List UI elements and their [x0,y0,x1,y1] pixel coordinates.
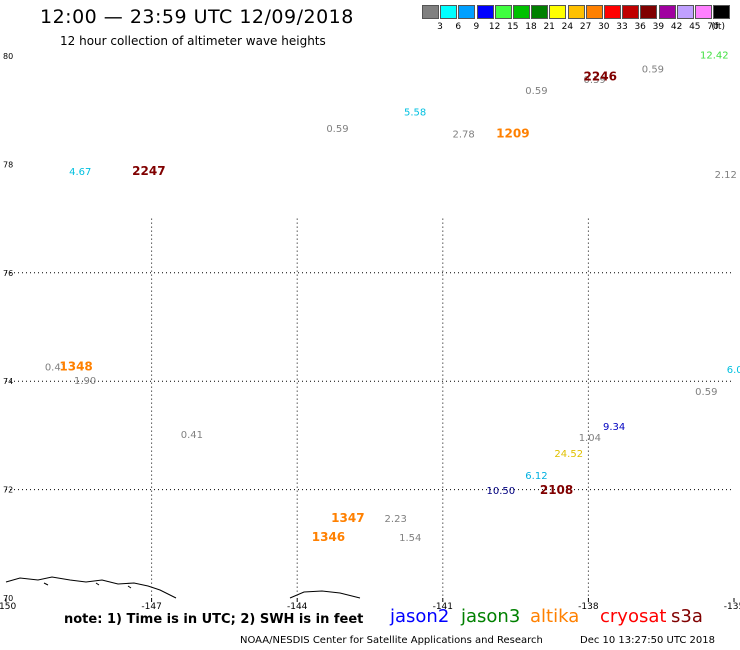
footer-note: note: 1) Time is in UTC; 2) SWH is in fe… [64,612,364,627]
scale-label: 42 [670,22,683,32]
scale-swatch [440,5,458,19]
y-tick-label: 76 [3,269,13,278]
scale-swatch [422,5,439,19]
y-tick-label: 70 [3,594,13,603]
scale-label: 70 [707,22,719,32]
wave-height-label: 1.90 [74,376,96,387]
wave-height-label: 0.59 [326,124,348,135]
y-tick-label: 78 [3,160,13,169]
satellite-jason2: jason2 [390,606,450,627]
scale-label: 39 [652,22,665,32]
scale-label: 9 [473,22,480,32]
pass-time-label: 1348 [59,359,92,373]
credit-line: NOAA/NESDIS Center for Satellite Applica… [240,635,543,646]
scale-swatch [658,5,676,19]
wave-height-label: 10.50 [486,486,515,497]
scale-label: 30 [598,22,610,32]
scale-label: 36 [634,22,646,32]
wave-height-label: 24.52 [554,449,583,460]
satellite-jason3: jason3 [461,606,521,627]
satellite-altika: altika [530,606,580,627]
wave-height-label: 5.58 [404,108,426,119]
scale-swatch [695,5,712,19]
wave-height-label: 0.59 [584,75,606,86]
scale-label: 27 [579,22,592,32]
y-tick-label: 74 [3,377,13,386]
page-title: 12:00 — 23:59 UTC 12/09/2018 [40,6,354,28]
scale-swatch [640,5,658,19]
wave-height-label: 0.59 [642,64,664,75]
wave-height-label: 4.67 [69,167,91,178]
wave-height-label: 2.12 [715,170,737,181]
scale-label: 6 [455,22,462,32]
pass-time-label: 1347 [331,511,364,525]
scale-label: 21 [543,22,555,32]
wave-height-label: 9.34 [603,422,625,433]
satellite-cryosat: cryosat [600,606,667,627]
wave-height-label: 12.42 [700,51,729,62]
scale-swatch [622,5,640,19]
wave-height-label: 6.12 [525,471,547,482]
wave-height-label: 2.23 [385,514,407,525]
wave-height-label: 2.78 [453,129,475,140]
scale-swatch [713,5,731,19]
scale-swatch [604,5,621,19]
wave-height-label: 0.59 [695,387,717,398]
scale-swatch [585,5,603,19]
x-tick-label: -147 [141,602,161,612]
coastline-islands [43,582,132,589]
x-tick-label: -138 [578,602,599,612]
satellite-s3a: s3a [671,606,703,627]
x-tick-label: -135 [724,602,740,612]
wave-height-label: 6.0 [727,365,740,376]
scale-swatch [494,5,512,19]
y-tick-label: 80 [3,52,13,61]
generation-timestamp: Dec 10 13:27:50 UTC 2018 [580,635,715,646]
coastline [5,576,177,599]
scale-label: 33 [616,22,628,32]
scale-label: 24 [561,22,574,32]
wave-height-label: 0.41 [45,362,67,373]
x-tick-label: -141 [433,602,453,612]
pass-time-label: 2247 [132,164,165,178]
scale-swatch [567,5,585,19]
page-subtitle: 12 hour collection of altimeter wave hei… [60,34,326,48]
coastline [289,590,361,599]
scale-swatch [476,5,494,19]
pass-time-label: 2246 [584,69,617,83]
wave-height-label: 1.54 [399,533,421,544]
wave-height-label: 0.59 [525,86,547,97]
scale-swatch [513,5,530,19]
wave-height-label: 1.04 [579,433,601,444]
scale-label: 45 [689,22,701,32]
scale-swatch [549,5,567,19]
scale-swatch [531,5,549,19]
pass-time-label: 1346 [312,530,345,544]
x-tick-label: -144 [287,602,308,612]
scale-label: 18 [525,22,537,32]
x-tick-label: -150 [0,602,16,612]
pass-time-label: 2108 [540,483,573,497]
scale-swatch [458,5,476,19]
pass-time-label: 1209 [496,126,529,140]
scale-label: 12 [488,22,501,32]
scale-label: 3 [437,22,443,32]
y-tick-label: 72 [3,486,13,495]
scale-swatch [676,5,694,19]
scale-unit: (ft) [711,22,725,32]
scale-label: 15 [507,22,519,32]
wave-height-label: 0.41 [181,430,203,441]
